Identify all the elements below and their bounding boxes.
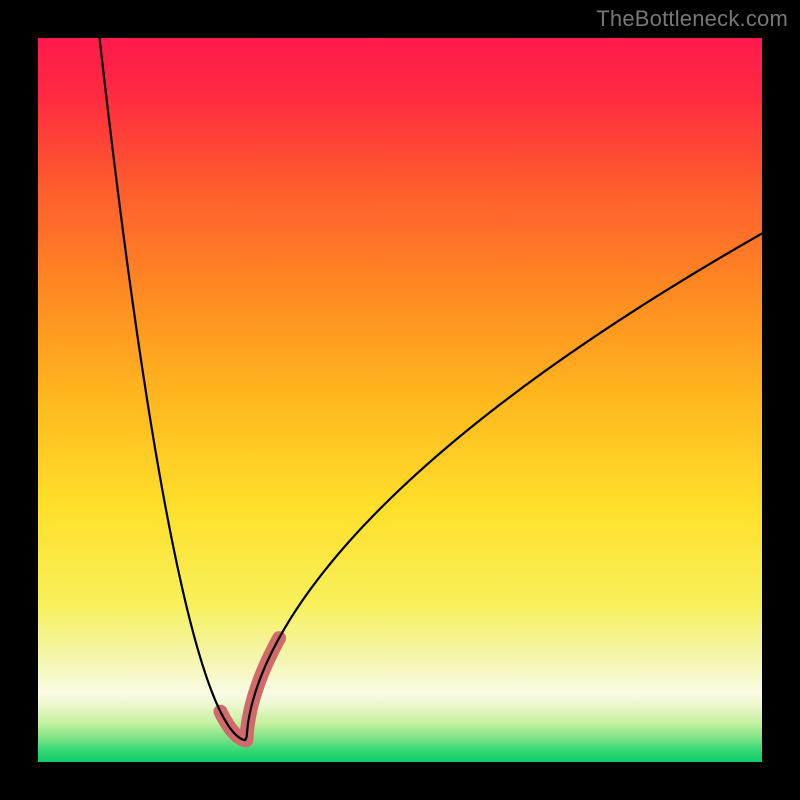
watermark-label: TheBottleneck.com — [596, 6, 788, 32]
bottleneck-chart — [0, 0, 800, 800]
chart-stage: TheBottleneck.com — [0, 0, 800, 800]
